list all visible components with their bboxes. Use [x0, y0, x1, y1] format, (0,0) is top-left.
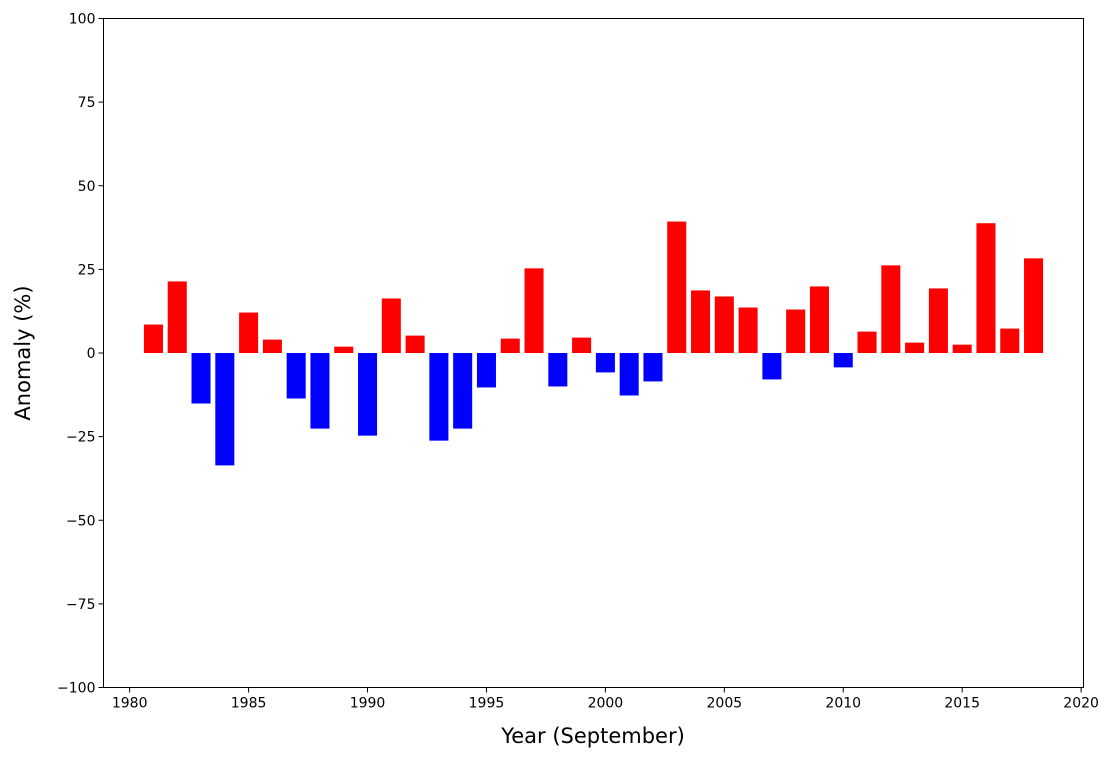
y-axis-label: Anomaly (%) [11, 285, 35, 420]
bar-2003 [667, 221, 687, 353]
bar-1991 [381, 298, 401, 353]
y-tick-label: 75 [78, 95, 96, 111]
bar-1993 [429, 353, 449, 441]
x-tick-label: 1990 [350, 696, 386, 712]
x-axis-ticks: 1980 1985 1990 1995 2000 2005 2010 2015 2020 [112, 687, 1099, 712]
bar-1988 [310, 353, 330, 429]
bar-1996 [500, 338, 520, 353]
bar-1998 [548, 353, 568, 387]
x-tick-label: 2020 [1063, 696, 1099, 712]
bar-2010 [833, 353, 853, 368]
x-axis-label: Year (September) [500, 724, 685, 748]
bar-1989 [334, 346, 354, 353]
y-axis-ticks: −100 −75 −50 −25 0 25 50 75 100 [57, 12, 104, 697]
bar-1984 [215, 353, 235, 466]
bar-2006 [738, 307, 758, 353]
bar-1985 [239, 312, 259, 353]
y-tick-label: −75 [66, 597, 96, 613]
bars-group [143, 221, 1044, 466]
bar-1982 [167, 281, 187, 353]
bar-2008 [786, 309, 806, 353]
bar-1994 [453, 353, 473, 429]
bar-1995 [476, 353, 496, 388]
bar-2012 [881, 265, 901, 353]
bar-1997 [524, 268, 544, 353]
bar-1987 [286, 353, 306, 399]
bar-1986 [262, 339, 282, 353]
x-tick-label: 2000 [588, 696, 624, 712]
bar-1981 [143, 324, 163, 353]
y-tick-label: 100 [69, 12, 96, 28]
bar-1990 [358, 353, 378, 436]
bar-1992 [405, 335, 425, 353]
bar-2015 [952, 344, 972, 353]
y-tick-label: 25 [78, 262, 96, 278]
y-tick-label: −100 [57, 681, 95, 697]
bar-2016 [976, 223, 996, 353]
bar-2011 [857, 331, 877, 353]
bar-2000 [595, 353, 615, 373]
y-tick-label: −25 [66, 430, 96, 446]
x-tick-label: 2015 [944, 696, 980, 712]
bar-2017 [1000, 328, 1020, 353]
bar-1983 [191, 353, 211, 404]
bar-2013 [905, 342, 925, 353]
x-tick-label: 2005 [707, 696, 743, 712]
bar-2014 [928, 288, 948, 353]
y-tick-label: 0 [87, 346, 96, 362]
bar-2007 [762, 353, 782, 380]
y-tick-label: −50 [66, 513, 96, 529]
x-tick-label: 1995 [469, 696, 505, 712]
bar-2004 [691, 290, 711, 353]
bar-2005 [714, 296, 734, 353]
bar-2001 [619, 353, 639, 396]
bar-2009 [809, 286, 829, 353]
x-tick-label: 1980 [112, 696, 148, 712]
y-tick-label: 50 [78, 179, 96, 195]
bar-2018 [1024, 258, 1044, 353]
x-tick-label: 1985 [231, 696, 267, 712]
bar-2002 [643, 353, 663, 382]
x-tick-label: 2010 [825, 696, 861, 712]
bar-1999 [572, 337, 592, 353]
